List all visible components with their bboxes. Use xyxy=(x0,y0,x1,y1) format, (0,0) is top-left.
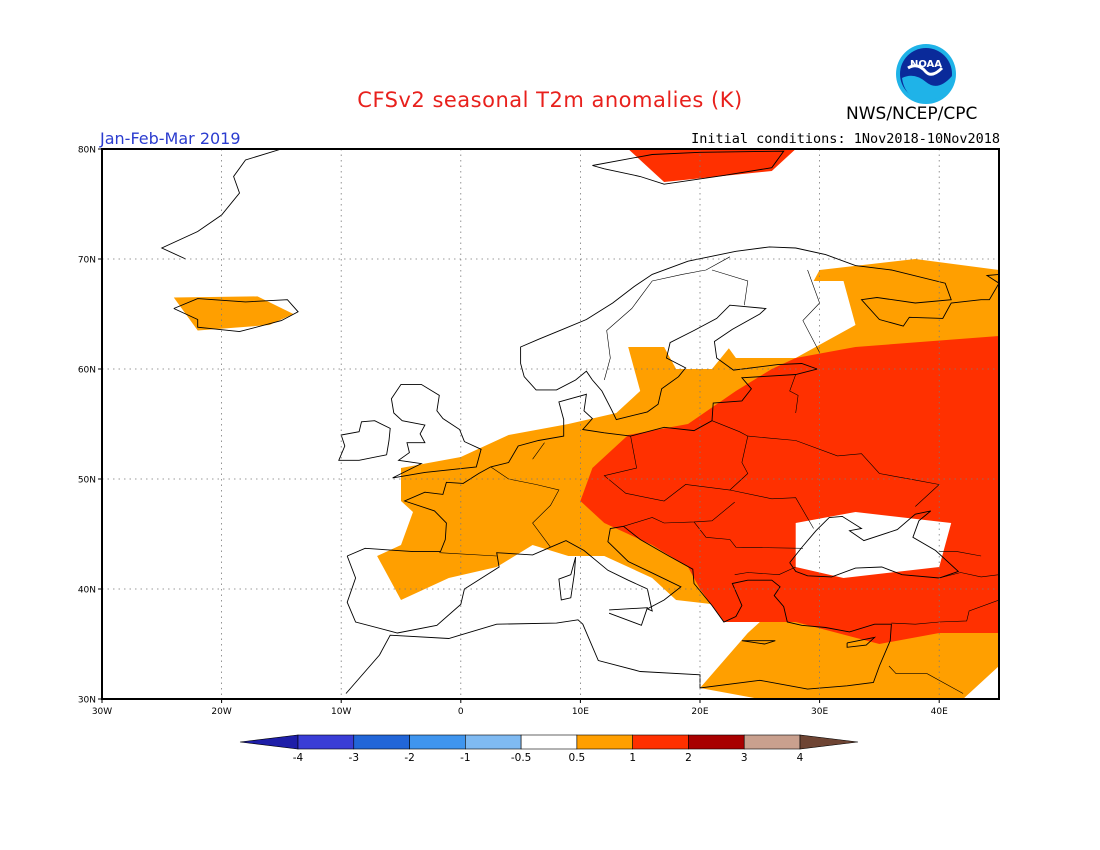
neutral-region-1 xyxy=(795,512,952,578)
coastline-11 xyxy=(741,640,776,645)
legend-swatch xyxy=(632,734,689,750)
noaa-logo: NOAA xyxy=(896,44,956,104)
legend-swatch xyxy=(743,734,801,750)
initial-conditions-label: Initial conditions: 1Nov2018-10Nov2018 xyxy=(691,131,1000,147)
legend-swatch xyxy=(353,734,410,750)
lon-tick-label: 30E xyxy=(811,707,828,717)
coastline-5 xyxy=(173,298,299,333)
legend-label: 4 xyxy=(797,752,804,764)
border-3 xyxy=(532,442,545,460)
map-frame xyxy=(101,148,1000,700)
border-6 xyxy=(729,489,814,529)
legend-label: 2 xyxy=(685,752,692,764)
border-16 xyxy=(939,551,982,557)
anomaly-region-3 xyxy=(173,296,294,331)
lon-tick-label: 40E xyxy=(931,707,948,717)
lat-tick-label: 50N xyxy=(78,476,96,486)
border-7 xyxy=(623,501,735,527)
border-9 xyxy=(734,566,796,576)
chart-title: CFSv2 seasonal T2m anomalies (K) xyxy=(357,88,743,112)
border-1 xyxy=(439,552,497,557)
longitude-ticks: 30W 20W 10W 0 10E 20E 30E 40E xyxy=(92,699,948,717)
coastline-6 xyxy=(160,149,282,260)
lat-tick-label: 40N xyxy=(78,586,96,596)
legend-arrow-high xyxy=(799,734,859,750)
lon-tick-label: 20W xyxy=(211,707,231,717)
color-legend: -4 -3 -2 -1 -0.5 0.5 1 2 3 4 xyxy=(239,734,859,764)
svg-text:NOAA: NOAA xyxy=(910,59,942,70)
legend-label: -1 xyxy=(460,752,470,764)
period-label: Jan-Feb-Mar 2019 xyxy=(100,129,241,148)
legend-swatch xyxy=(688,734,745,750)
legend-swatch xyxy=(409,734,466,750)
anomaly-region-4 xyxy=(628,149,796,182)
legend-label: 0.5 xyxy=(569,752,586,764)
neutral-region-2 xyxy=(712,281,856,358)
border-14 xyxy=(891,599,999,625)
legend-swatch xyxy=(576,734,633,750)
lon-tick-label: 30W xyxy=(92,707,112,717)
coastline-12 xyxy=(789,510,960,579)
legend-label: -4 xyxy=(293,752,304,764)
legend-label: -0.5 xyxy=(511,752,532,764)
lat-tick-label: 70N xyxy=(78,256,96,266)
border-17 xyxy=(888,665,964,694)
lon-tick-label: 20E xyxy=(691,707,708,717)
legend-swatch xyxy=(465,734,522,750)
coastline-3 xyxy=(390,383,482,479)
coastline-8 xyxy=(558,556,577,601)
lon-tick-label: 0 xyxy=(458,707,464,717)
lon-tick-label: 10E xyxy=(572,707,589,717)
gridlines xyxy=(102,149,999,699)
border-10 xyxy=(789,374,799,414)
lat-tick-label: 60N xyxy=(78,366,96,376)
coastline-10 xyxy=(846,636,877,648)
border-4 xyxy=(603,420,749,502)
border-11 xyxy=(802,269,820,353)
legend-label: -2 xyxy=(404,752,414,764)
lat-tick-label: 80N xyxy=(78,146,96,156)
coastline-9 xyxy=(608,607,649,626)
anomaly-field xyxy=(173,149,999,699)
legend-label: 1 xyxy=(629,752,636,764)
border-2 xyxy=(490,466,560,548)
border-12 xyxy=(604,256,731,381)
organization-label: NWS/NCEP/CPC xyxy=(846,104,978,124)
coastline-4 xyxy=(338,420,391,461)
border-15 xyxy=(939,572,999,579)
lat-tick-label: 30N xyxy=(78,696,96,706)
border-8 xyxy=(693,521,803,549)
coastline-7 xyxy=(592,150,785,185)
legend-arrow-low xyxy=(239,734,299,750)
lon-tick-label: 10W xyxy=(331,707,351,717)
border-5 xyxy=(747,435,940,507)
latitude-ticks: 80N 70N 60N 50N 40N 30N xyxy=(78,146,102,706)
legend-label: -3 xyxy=(349,752,359,764)
legend-swatch xyxy=(297,734,355,750)
legend-swatch xyxy=(520,734,578,750)
coastline-2 xyxy=(347,246,999,557)
legend-label: 3 xyxy=(741,752,748,764)
border-13 xyxy=(711,269,749,306)
